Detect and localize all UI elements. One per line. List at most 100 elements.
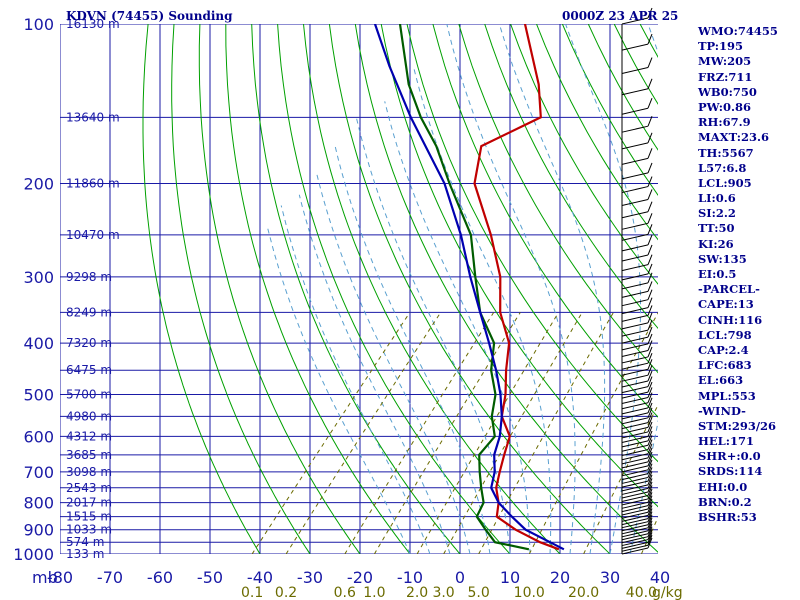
mixing-ratio-label: 10.0 [514, 585, 545, 600]
dry-adiabat [251, 24, 461, 554]
wind-barb-flag [647, 529, 653, 540]
wind-barb [621, 539, 649, 547]
temperature-tick-label: -10 [397, 568, 423, 587]
wind-barb-flag [647, 148, 653, 159]
height-label: 10470 m [66, 228, 120, 242]
index-item: SRDS:114 [698, 464, 763, 479]
wind-barb [621, 511, 649, 519]
parcel-trace [373, 24, 565, 551]
wind-barb-flag [647, 213, 653, 224]
height-label: 2017 m [66, 496, 112, 510]
wind-barbs [621, 7, 653, 555]
wind-barb [621, 469, 649, 477]
wind-barb [621, 157, 649, 165]
wind-barb-flag [647, 98, 653, 109]
wind-barb [621, 524, 649, 532]
wind-barb [621, 107, 649, 115]
wind-barb-flag [647, 115, 653, 127]
wind-barb [621, 426, 649, 434]
temperature-trace [473, 24, 560, 551]
wind-barb-flag [647, 78, 653, 89]
wind-barb-flag [647, 417, 653, 428]
wind-barb [621, 380, 649, 388]
mixing-ratio-label: 0.1 [241, 585, 263, 600]
wind-barb [621, 374, 649, 382]
moist-adiabat [498, 24, 606, 554]
wind-barb [621, 273, 649, 281]
height-label: 4312 m [66, 429, 112, 443]
dry-adiabat [328, 24, 611, 554]
height-label: 2543 m [66, 481, 112, 495]
wind-barb [621, 172, 649, 180]
index-item: LFC:683 [698, 358, 752, 373]
wind-barb-flag [647, 297, 653, 308]
wind-barb-flag [647, 340, 653, 351]
wind-barb [621, 125, 649, 133]
height-label: 1515 m [66, 510, 112, 524]
mixing-ratio-label: 0.6 [334, 585, 356, 600]
mixing-ratio-line [416, 312, 560, 554]
wind-barb [621, 211, 649, 219]
wind-barb-flag [647, 523, 653, 534]
index-item: TP:195 [698, 39, 744, 54]
index-item: LCL:798 [698, 327, 752, 342]
temperature-tick-label: 20 [550, 568, 570, 587]
wind-barb [621, 533, 649, 541]
mixing-ratio-label: 3.0 [432, 585, 454, 600]
dry-adiabat [484, 24, 658, 330]
wind-barb-flag [647, 319, 653, 331]
wind-barb-flag [647, 365, 653, 376]
wind-barb-flag [647, 514, 653, 525]
wind-barb [621, 453, 649, 461]
height-label: 16130 m [66, 17, 120, 31]
wind-barb [621, 254, 649, 262]
index-item: SI:2.2 [698, 206, 736, 221]
wind-barb [621, 282, 649, 290]
wind-barb-flag [647, 526, 653, 537]
index-item: MPL:553 [698, 388, 756, 403]
temperature-tick-label: -30 [297, 568, 323, 587]
wind-barb-flag [647, 244, 653, 256]
mixing-ratio-line [285, 312, 442, 554]
index-item: MAXT:23.6 [698, 130, 769, 145]
wind-barb-flag [647, 439, 653, 450]
wind-barb [621, 350, 649, 357]
index-item: -PARCEL- [698, 282, 760, 297]
moist-adiabat [446, 24, 576, 554]
wind-barb [621, 356, 649, 364]
dry-adiabat [225, 24, 411, 554]
wind-barb-flag [647, 451, 653, 463]
index-item: FRZ:711 [698, 69, 753, 84]
wind-barb-flag [647, 272, 653, 284]
wind-barb [621, 491, 649, 499]
index-item: EI:0.5 [698, 267, 737, 281]
wind-barb-flag [647, 234, 653, 246]
wind-barb [621, 480, 649, 488]
wind-barb [621, 402, 649, 410]
wind-barb [621, 508, 649, 516]
moist-adiabat [280, 205, 431, 554]
index-item: HEL:171 [698, 434, 754, 449]
temperature-tick-label: -60 [147, 568, 173, 587]
wind-barb [621, 417, 649, 425]
wind-barb-flag [647, 535, 653, 546]
temperature-tick-label: 0 [455, 568, 465, 587]
wind-barb-flag [647, 370, 653, 382]
pressure-tick-label: 800 [23, 494, 54, 513]
pressure-tick-label: 600 [23, 427, 54, 446]
height-label: 5700 m [66, 387, 112, 401]
wind-barb-flag [647, 478, 653, 489]
wind-barb [621, 307, 649, 315]
chart-title: KDVN (74455) Sounding [66, 9, 233, 23]
wind-barb-flag [647, 498, 653, 510]
height-label: 7320 m [66, 336, 112, 350]
index-item: TH:5567 [698, 145, 754, 160]
wind-barb [621, 222, 649, 230]
pressure-tick-label: 900 [23, 521, 54, 540]
wind-barb-flag [647, 132, 653, 144]
index-item: LI:0.6 [698, 191, 736, 206]
wind-barb [621, 343, 649, 351]
height-label: 1033 m [66, 523, 112, 537]
